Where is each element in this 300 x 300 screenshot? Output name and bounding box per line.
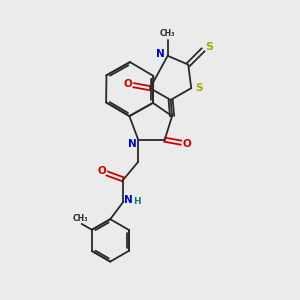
Text: N: N	[156, 49, 165, 59]
Text: O: O	[182, 139, 191, 149]
Text: CH₃: CH₃	[160, 29, 176, 38]
Text: S: S	[205, 42, 213, 52]
Text: N: N	[124, 195, 132, 205]
Text: S: S	[195, 83, 202, 93]
Text: O: O	[97, 166, 106, 176]
Text: O: O	[124, 79, 132, 89]
Text: H: H	[134, 197, 141, 206]
Text: N: N	[128, 139, 137, 149]
Text: CH₃: CH₃	[73, 214, 88, 223]
